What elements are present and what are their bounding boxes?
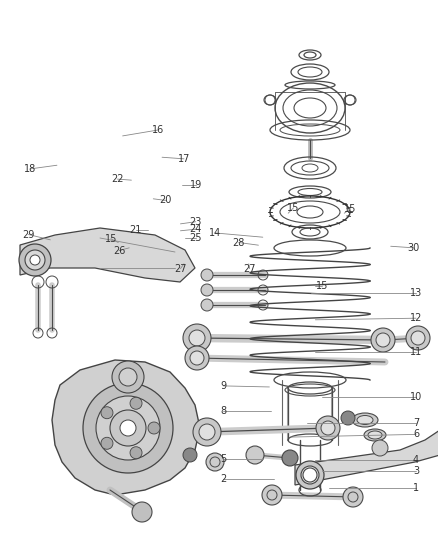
Circle shape [120,420,136,436]
Circle shape [376,333,390,347]
Polygon shape [20,228,195,282]
Text: 21: 21 [130,225,142,235]
Text: 16: 16 [152,125,164,135]
Text: 25: 25 [190,233,202,243]
Circle shape [262,485,282,505]
Circle shape [96,396,160,460]
Text: 15: 15 [316,281,328,290]
Polygon shape [295,430,438,485]
Circle shape [132,502,152,522]
Circle shape [130,447,142,459]
Circle shape [112,361,144,393]
Circle shape [371,328,395,352]
Circle shape [341,411,355,425]
Circle shape [148,422,160,434]
Text: 29: 29 [22,230,35,239]
Circle shape [30,255,40,265]
Circle shape [406,326,430,350]
Circle shape [201,299,213,311]
Circle shape [183,324,211,352]
Ellipse shape [364,429,386,441]
Circle shape [190,351,204,365]
Circle shape [189,330,205,346]
Text: 15: 15 [105,234,117,244]
Text: 18: 18 [24,164,36,174]
Ellipse shape [352,413,378,427]
Polygon shape [52,360,200,495]
Text: 3: 3 [413,466,419,476]
Ellipse shape [357,416,373,424]
Ellipse shape [296,461,324,489]
Text: 12: 12 [410,313,422,323]
Text: 27: 27 [174,264,187,273]
Text: 26: 26 [113,246,125,255]
Text: 5: 5 [220,455,226,464]
Circle shape [130,397,142,409]
Text: 28: 28 [233,238,245,247]
Circle shape [183,448,197,462]
Circle shape [201,269,213,281]
Circle shape [206,453,224,471]
Circle shape [119,368,137,386]
Text: 23: 23 [190,217,202,227]
Circle shape [101,407,113,419]
Text: 22: 22 [111,174,124,184]
Circle shape [83,383,173,473]
Circle shape [372,440,388,456]
Circle shape [193,418,221,446]
Text: 15: 15 [287,203,300,213]
Circle shape [282,450,298,466]
Circle shape [25,250,45,270]
Text: 19: 19 [190,181,202,190]
Circle shape [19,244,51,276]
Circle shape [199,424,215,440]
Text: 8: 8 [220,407,226,416]
Text: 17: 17 [178,154,190,164]
Circle shape [110,410,146,446]
Circle shape [321,421,335,435]
Ellipse shape [368,431,382,439]
Circle shape [303,468,317,482]
Circle shape [201,284,213,296]
Text: 7: 7 [413,418,419,427]
Circle shape [411,331,425,345]
Text: 15: 15 [344,204,357,214]
Text: 11: 11 [410,347,422,357]
Text: 1: 1 [413,483,419,493]
Circle shape [343,487,363,507]
Text: 27: 27 [244,264,256,273]
Text: 2: 2 [220,474,226,483]
Text: 30: 30 [408,243,420,253]
Text: 10: 10 [410,392,422,402]
Ellipse shape [301,466,319,484]
Circle shape [185,346,209,370]
Text: 6: 6 [413,430,419,439]
Text: 9: 9 [220,381,226,391]
Circle shape [316,416,340,440]
Text: 13: 13 [410,288,422,298]
Circle shape [101,437,113,449]
Text: 4: 4 [413,455,419,465]
Text: 20: 20 [159,196,172,205]
Text: 14: 14 [208,228,221,238]
Text: 24: 24 [190,224,202,234]
Circle shape [246,446,264,464]
